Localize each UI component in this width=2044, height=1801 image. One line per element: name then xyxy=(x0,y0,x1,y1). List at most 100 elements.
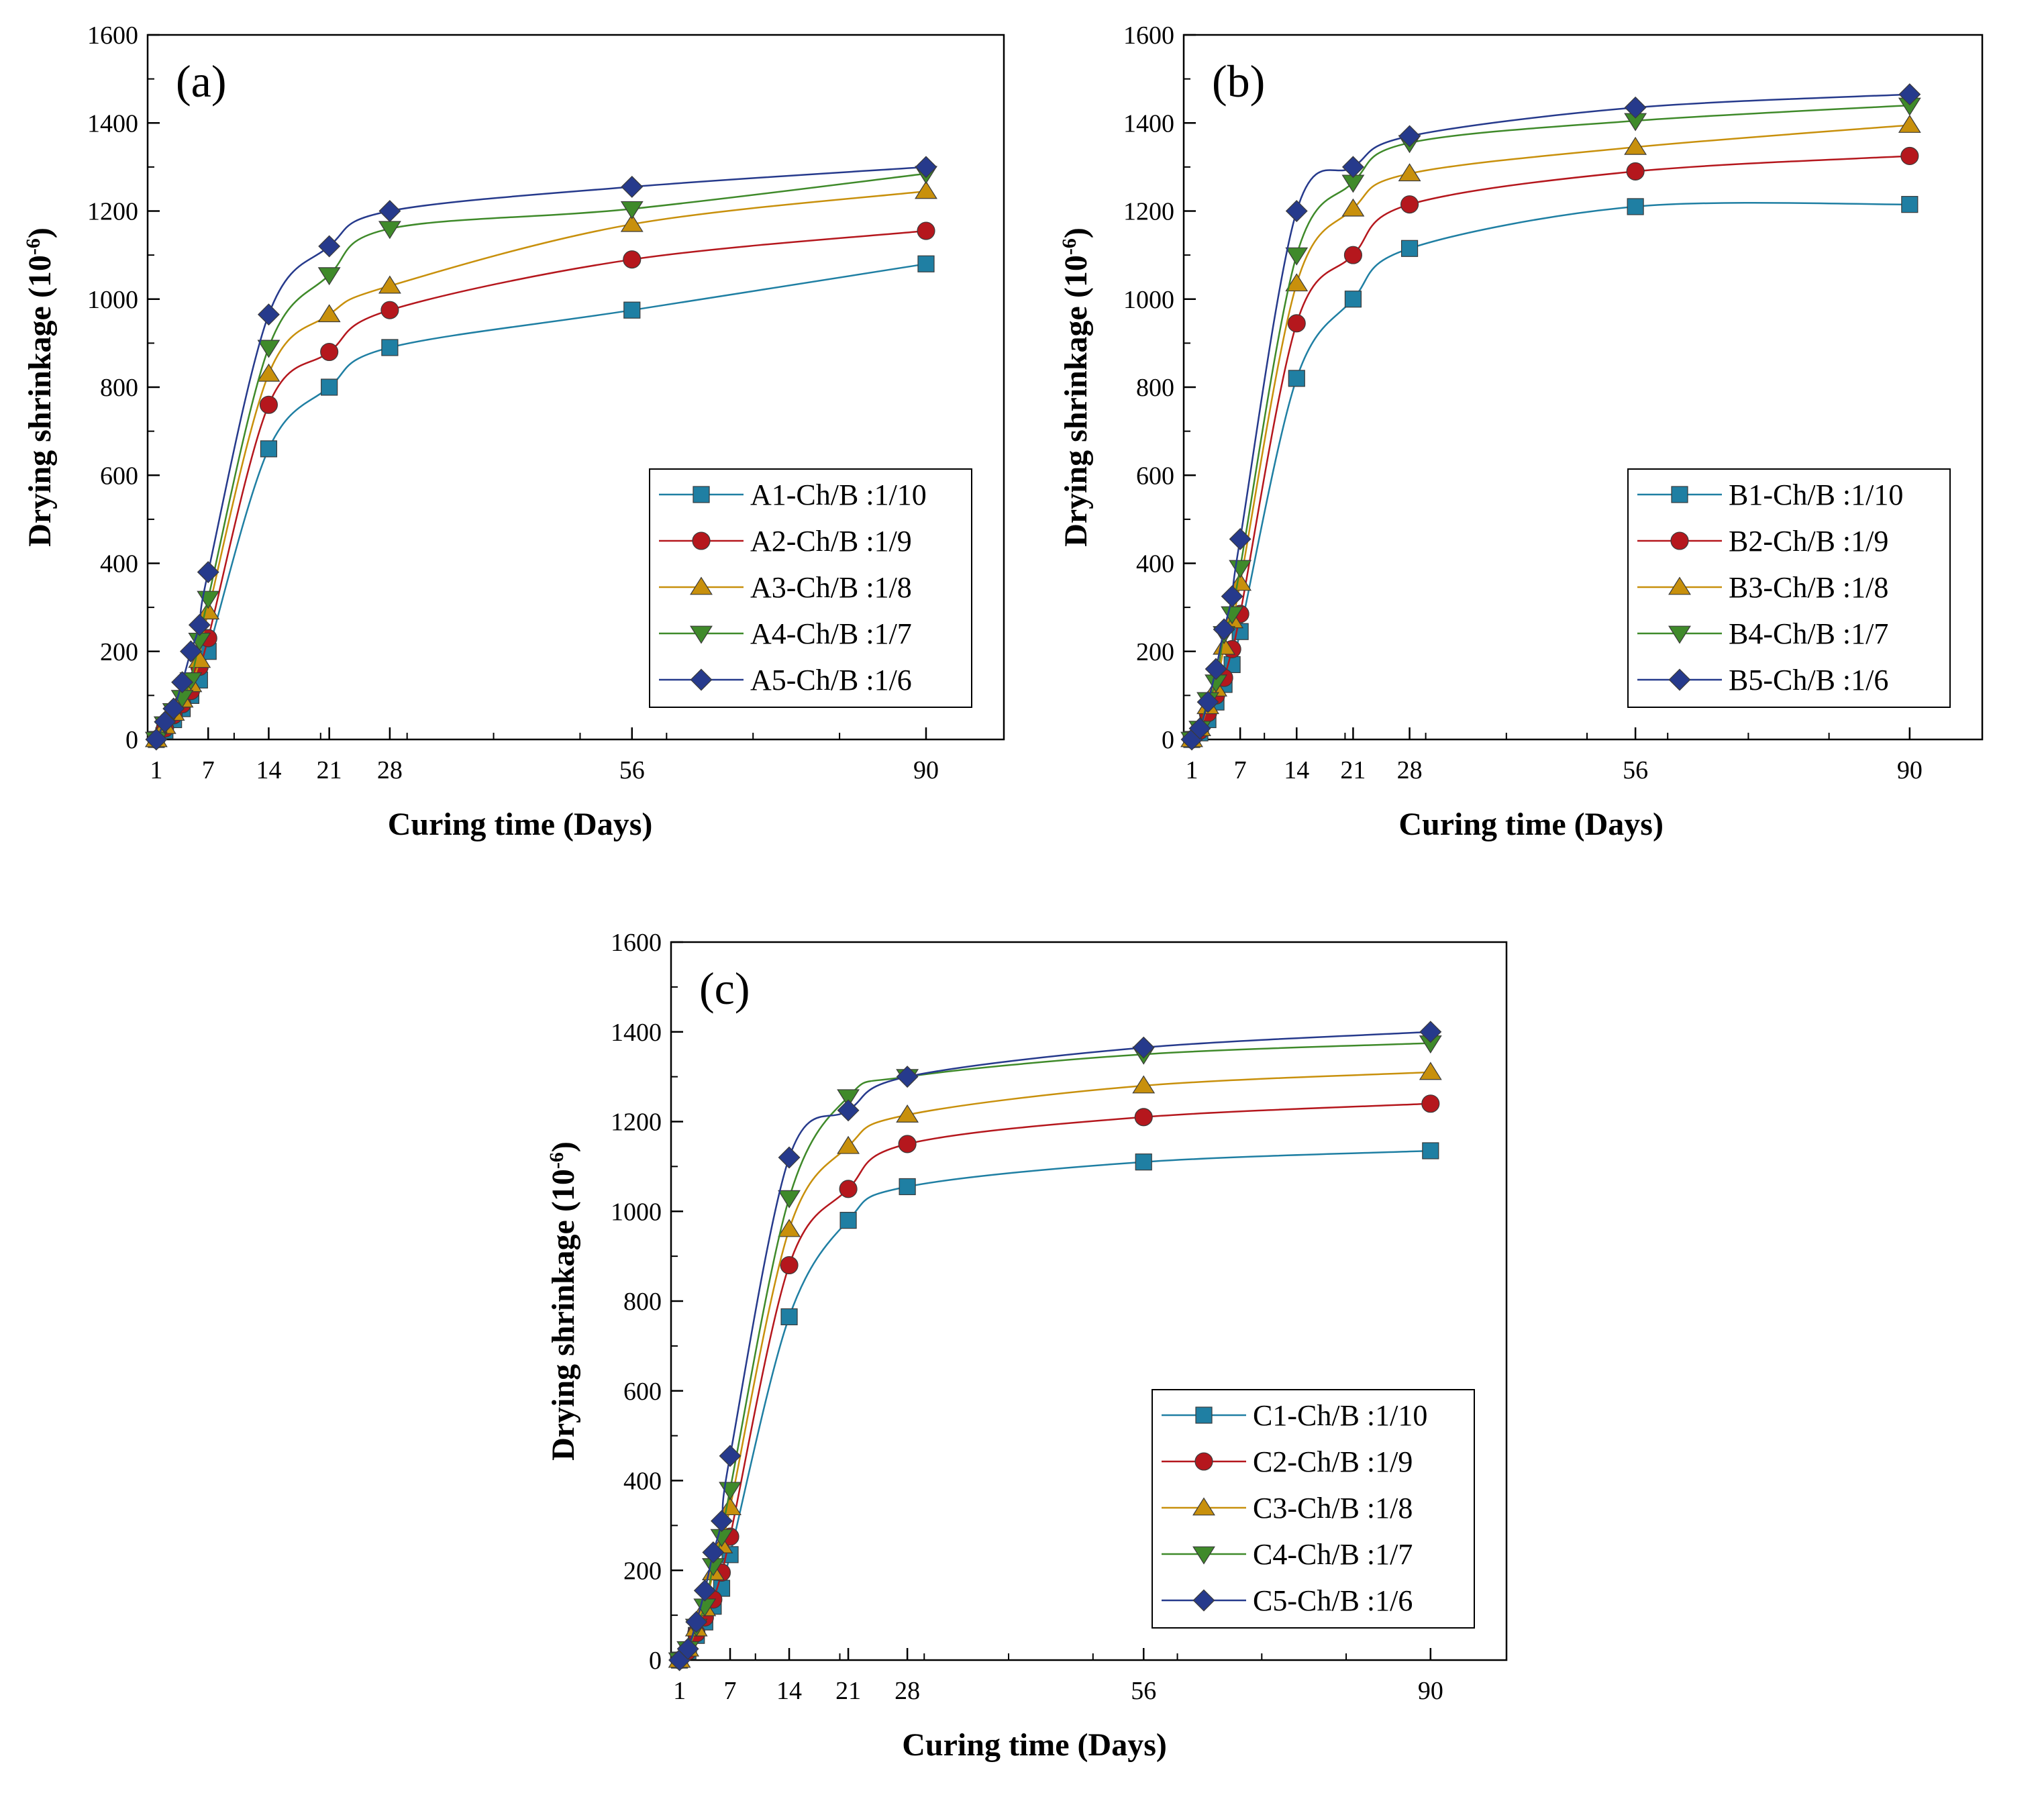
series-5-point xyxy=(702,1541,725,1563)
series-3-point xyxy=(197,601,220,620)
y-tick-label: 1200 xyxy=(1123,198,1174,226)
series-5-point xyxy=(257,303,280,326)
series-1-point xyxy=(1901,196,1919,213)
y-tick-label: 800 xyxy=(623,1288,662,1316)
y-axis-title-main: Drying shrinkage (10 xyxy=(22,255,58,547)
series-5-point xyxy=(1213,618,1235,641)
panel-label: (c) xyxy=(699,963,750,1014)
series-3-point xyxy=(620,213,644,232)
x-tick-label: 7 xyxy=(202,756,215,784)
legend-marker xyxy=(1194,1452,1213,1471)
x-tick-label: 28 xyxy=(1397,756,1423,784)
y-tick-label: 1200 xyxy=(611,1109,662,1137)
series-4-point xyxy=(1285,247,1309,266)
y-tick-label: 1000 xyxy=(87,286,138,314)
series-5-point xyxy=(1341,156,1364,178)
series-5-point xyxy=(1205,658,1227,680)
legend: B1-Ch/B :1/10 B2-Ch/B :1/9 B3-Ch/B :1/8 B4-… xyxy=(1627,468,1951,708)
series-5-point xyxy=(188,613,211,636)
legend-label: A5-Ch/B :1/6 xyxy=(750,664,912,697)
series-1-point xyxy=(917,255,935,272)
y-tick-label: 1000 xyxy=(611,1198,662,1226)
series-2-point xyxy=(1400,195,1419,214)
series-2-point xyxy=(1900,146,1919,166)
series-3-point xyxy=(378,275,401,294)
series-5-point xyxy=(162,697,185,720)
legend-marker xyxy=(690,576,713,595)
legend-label: B1-Ch/B :1/10 xyxy=(1729,478,1903,511)
series-2-point xyxy=(380,301,399,319)
y-axis-title: Drying shrinkage (10-6) xyxy=(22,227,58,547)
legend-marker xyxy=(1668,625,1691,644)
legend-marker xyxy=(693,486,710,503)
y-tick-label: 0 xyxy=(1162,726,1174,754)
chart-panel-b: 0 200 400 600 800 1000 1200 1400 1600 1 7 14 21 28 56 9… xyxy=(1058,21,1984,842)
series-5 xyxy=(145,156,937,751)
series-3-point xyxy=(1624,136,1647,155)
series-3-point xyxy=(1132,1075,1156,1094)
chart-panel-c: 0 200 400 600 800 1000 1200 1400 1600 1 7 14 21 28 56 9… xyxy=(546,929,1508,1763)
y-axis-title-exponent: -6 xyxy=(22,238,44,255)
series-2-point xyxy=(917,221,935,240)
series-5-point xyxy=(693,1579,716,1602)
y-tick-label: 800 xyxy=(100,374,138,402)
y-tick-label: 1600 xyxy=(611,929,662,957)
x-tick-label: 1 xyxy=(1186,756,1198,784)
y-axis-title: Drying shrinkage (10-6) xyxy=(546,1141,582,1461)
legend-marker xyxy=(1668,668,1691,691)
x-tick-label: 7 xyxy=(1234,756,1247,784)
legend-label: B4-Ch/B :1/7 xyxy=(1729,617,1888,650)
legend-label: B2-Ch/B :1/9 xyxy=(1729,525,1888,558)
series-5-point xyxy=(1229,527,1251,550)
legend-marker xyxy=(690,668,713,691)
legend-marker xyxy=(1192,1589,1215,1612)
series-3-point xyxy=(915,181,937,199)
series-3-point xyxy=(1419,1062,1442,1080)
series-2-point xyxy=(1287,314,1306,333)
series-1-point xyxy=(623,301,641,319)
series-1-point xyxy=(1400,240,1419,257)
y-tick-label: 0 xyxy=(649,1647,662,1675)
series-5-point xyxy=(378,200,401,222)
series-5-point xyxy=(171,671,194,694)
y-tick-label: 1400 xyxy=(611,1019,662,1047)
x-tick-label: 56 xyxy=(619,756,645,784)
y-tick-label: 1000 xyxy=(1123,286,1174,314)
y-tick-label: 1400 xyxy=(87,109,138,138)
x-tick-label: 7 xyxy=(724,1677,737,1705)
series-5-point xyxy=(1398,125,1421,148)
y-axis-title-exponent: -6 xyxy=(546,1152,568,1169)
series-5-point xyxy=(318,235,341,258)
y-axis-title-exponent: -6 xyxy=(1058,238,1080,255)
series-1-point xyxy=(1135,1153,1152,1171)
y-axis-title-close: ) xyxy=(1058,227,1094,238)
legend-label: B5-Ch/B :1/6 xyxy=(1729,664,1888,697)
series-5-point xyxy=(837,1099,860,1122)
x-tick-label: 90 xyxy=(913,756,939,784)
series-5-line xyxy=(155,166,927,740)
series-4-point xyxy=(778,1190,801,1208)
legend-marker xyxy=(1670,531,1689,550)
legend-label: B3-Ch/B :1/8 xyxy=(1729,571,1888,604)
series-3-point xyxy=(1398,163,1421,182)
y-axis-title: Drying shrinkage (10-6) xyxy=(1058,227,1094,547)
series-5-point xyxy=(1196,690,1219,713)
series-5-point xyxy=(915,156,937,178)
x-tick-label: 56 xyxy=(1623,756,1648,784)
series-4-point xyxy=(257,340,280,358)
legend-marker xyxy=(1195,1406,1213,1424)
y-tick-label: 1200 xyxy=(87,198,138,226)
series-1-point xyxy=(1627,198,1644,215)
series-5-point xyxy=(719,1445,742,1468)
series-5-point xyxy=(1624,96,1647,119)
y-tick-label: 400 xyxy=(1136,550,1174,578)
series-1-point xyxy=(260,440,278,458)
series-1-point xyxy=(321,378,338,396)
series-5-point xyxy=(685,1610,708,1633)
series-4-point xyxy=(837,1089,860,1108)
y-tick-label: 800 xyxy=(1136,374,1174,402)
y-axis-title-close: ) xyxy=(22,227,58,238)
series-5-point xyxy=(1285,200,1308,222)
y-axis-title-main: Drying shrinkage (10 xyxy=(1058,255,1094,547)
